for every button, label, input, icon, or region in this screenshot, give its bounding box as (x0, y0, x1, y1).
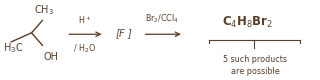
Text: OH: OH (43, 52, 58, 62)
Text: CH$_3$: CH$_3$ (34, 3, 53, 17)
Text: H$^+$: H$^+$ (78, 14, 92, 26)
Text: / H$_2$O: / H$_2$O (73, 42, 96, 55)
Text: 5 such products
are possible: 5 such products are possible (223, 55, 287, 76)
Text: Br$_2$/CCl$_4$: Br$_2$/CCl$_4$ (146, 13, 180, 25)
Text: C$_4$H$_8$Br$_2$: C$_4$H$_8$Br$_2$ (222, 15, 273, 30)
Text: H$_3$C: H$_3$C (3, 41, 23, 55)
Text: [$F$ ]: [$F$ ] (115, 27, 132, 41)
